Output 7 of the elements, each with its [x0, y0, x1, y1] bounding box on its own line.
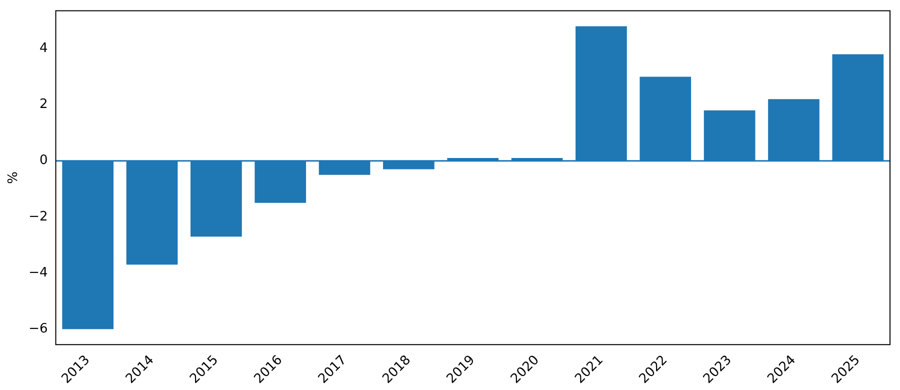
y-tick-label: 4 — [39, 41, 48, 56]
y-axis-title: % — [6, 172, 22, 184]
y-tick-label: −4 — [28, 265, 48, 280]
y-tick-label: 0 — [39, 153, 48, 168]
y-tick-label: −2 — [28, 209, 48, 224]
y-tick-label: −6 — [28, 322, 48, 337]
y-tick-label: 2 — [39, 97, 48, 112]
